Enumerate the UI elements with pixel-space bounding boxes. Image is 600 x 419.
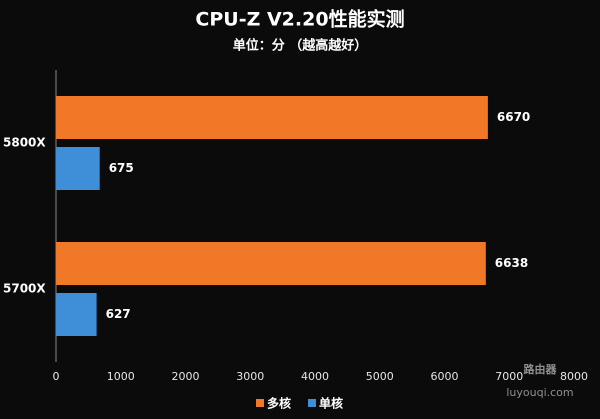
watermark: luyouqi.com	[506, 386, 573, 399]
chart-subtitle: 单位：分 （越高越好）	[233, 38, 368, 54]
value-label: 675	[109, 161, 134, 175]
bar	[56, 96, 488, 139]
x-tick-label: 0	[53, 370, 60, 383]
value-label: 627	[106, 307, 131, 321]
bar	[56, 293, 97, 336]
watermark: 路由器	[524, 362, 558, 376]
x-tick-label: 5000	[366, 370, 394, 383]
value-label: 6670	[497, 110, 530, 124]
legend-label: 单核	[319, 396, 343, 411]
legend-swatch	[256, 399, 264, 407]
x-tick-label: 6000	[431, 370, 459, 383]
x-tick-label: 3000	[236, 370, 264, 383]
x-tick-label: 1000	[107, 370, 135, 383]
x-tick-label: 2000	[172, 370, 200, 383]
legend-swatch	[308, 399, 317, 407]
x-tick-label: 7000	[495, 370, 523, 383]
x-tick-label: 8000	[560, 370, 588, 383]
bar	[56, 242, 486, 285]
y-tick-label: 5700X	[3, 282, 46, 296]
x-tick-label: 4000	[301, 370, 329, 383]
bar	[56, 147, 100, 190]
value-label: 6638	[495, 256, 528, 270]
chart-title: CPU-Z V2.20性能实测	[195, 8, 404, 31]
y-tick-label: 5800X	[3, 136, 46, 150]
legend-label: 多核	[267, 396, 291, 411]
